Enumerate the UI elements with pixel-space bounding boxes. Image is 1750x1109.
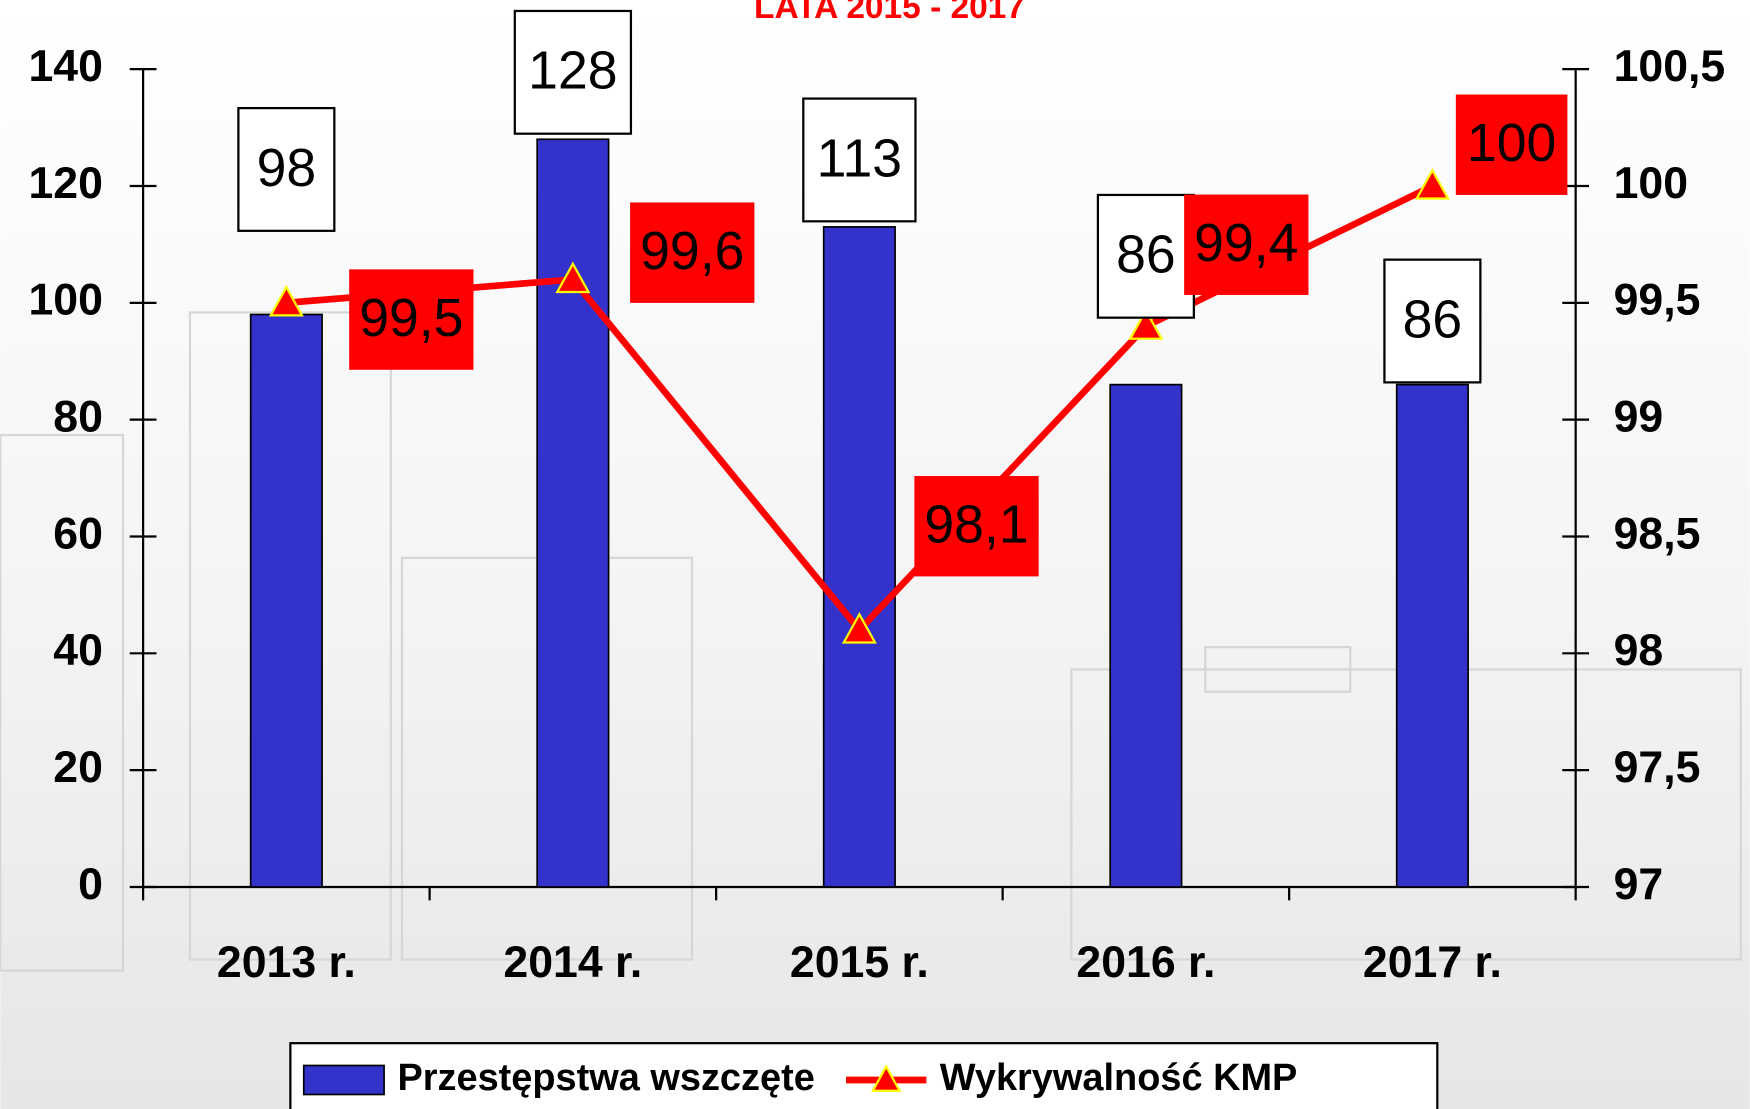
y2-tick-label: 99 <box>1614 392 1664 441</box>
label-box <box>1184 194 1309 295</box>
label-box <box>630 202 755 303</box>
legend-label: Wykrywalność KMP <box>940 1057 1298 1099</box>
chart-title: LATA 2015 - 2017 <box>754 0 1025 26</box>
y2-tick-label: 98,5 <box>1614 509 1701 558</box>
line-value-text: 99,4 <box>1194 214 1298 273</box>
y2-tick-label: 100,5 <box>1614 42 1726 91</box>
line-marker <box>841 612 877 644</box>
bar-value-label: 113 <box>802 97 917 223</box>
y-tick-label: 80 <box>53 392 103 441</box>
y-tick-label: 140 <box>29 42 103 91</box>
y-tick-label: 100 <box>29 276 103 325</box>
line-value-label: 100 <box>1455 94 1568 195</box>
bar-value-text: 98 <box>257 139 317 198</box>
y-tick-label: 20 <box>53 743 103 792</box>
label-box <box>914 475 1039 577</box>
bar-value-text: 128 <box>528 42 617 101</box>
y2-tick-label: 98 <box>1614 626 1664 675</box>
line-value-text: 99,5 <box>359 289 463 348</box>
label-box <box>349 269 474 370</box>
x-tick-label: 2015 r. <box>790 938 929 987</box>
bar-value-label: 128 <box>513 9 633 135</box>
bar-value-text: 86 <box>1116 226 1176 285</box>
line-value-text: 100 <box>1467 114 1556 173</box>
x-tick-label: 2013 r. <box>217 938 356 987</box>
legend-swatch <box>302 1064 385 1096</box>
bar <box>249 313 323 888</box>
y-tick-label: 60 <box>53 509 103 558</box>
y2-tick-label: 97 <box>1614 860 1664 909</box>
label-box <box>1096 193 1195 319</box>
legend: Przestępstwa wszczęte Wykrywalność KMP <box>289 1042 1439 1109</box>
bar-value-label: 86 <box>1383 258 1482 384</box>
x-tick-label: 2014 r. <box>503 938 642 987</box>
bar <box>822 226 896 888</box>
line-marker <box>1414 168 1450 200</box>
label-box <box>1455 94 1568 195</box>
y-tick-label: 40 <box>53 626 103 675</box>
x-tick-label: 2017 r. <box>1363 938 1502 987</box>
legend-box <box>289 1042 1439 1109</box>
bar-value-text: 113 <box>817 129 902 188</box>
bar <box>1395 383 1469 888</box>
label-box <box>237 106 336 232</box>
line-value-text: 99,6 <box>640 222 744 281</box>
line-marker <box>555 261 591 294</box>
y2-tick-label: 100 <box>1614 159 1688 208</box>
line-value-label: 99,5 <box>349 269 474 370</box>
line-marker <box>268 284 304 317</box>
label-box <box>1383 258 1482 384</box>
legend-label: Przestępstwa wszczęte <box>397 1057 814 1099</box>
legend-marker <box>870 1064 902 1092</box>
line-marker <box>1128 308 1164 340</box>
bar-value-text: 86 <box>1403 290 1463 349</box>
x-tick-label: 2016 r. <box>1076 938 1215 987</box>
label-box <box>802 97 917 223</box>
bar <box>1109 383 1183 888</box>
line-value-label: 98,1 <box>914 475 1039 577</box>
bar <box>536 138 610 888</box>
bar-value-label: 86 <box>1096 193 1195 319</box>
line-value-label: 99,4 <box>1184 194 1309 295</box>
label-box <box>513 9 633 135</box>
y2-tick-label: 99,5 <box>1614 276 1701 325</box>
line-value-text: 98,1 <box>924 496 1028 555</box>
y2-tick-label: 97,5 <box>1614 743 1701 792</box>
line-value-label: 99,6 <box>630 202 755 303</box>
y-tick-label: 120 <box>29 159 103 208</box>
y-tick-label: 0 <box>78 860 103 909</box>
bar-value-label: 98 <box>237 106 336 232</box>
